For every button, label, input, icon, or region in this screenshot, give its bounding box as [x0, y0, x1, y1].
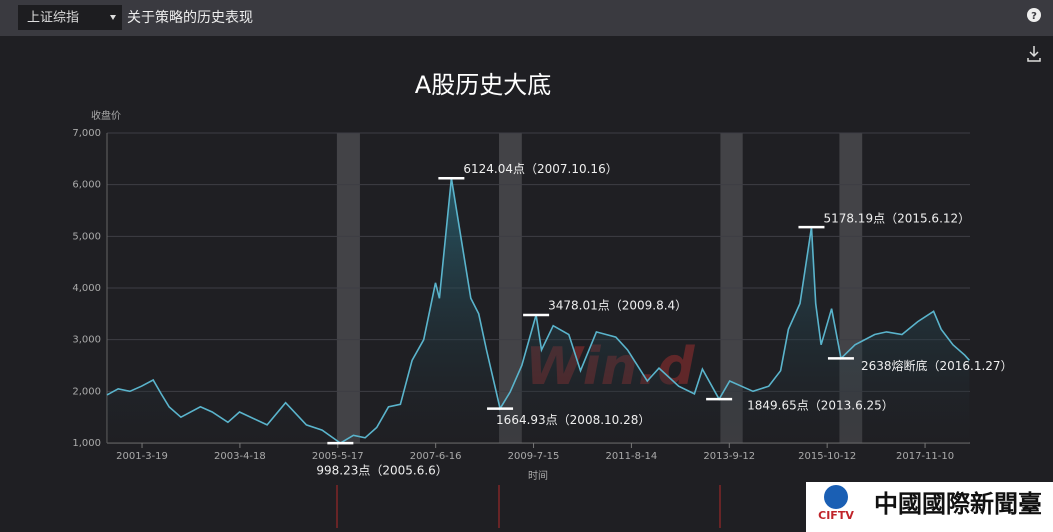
help-icon-text: ? — [1031, 11, 1037, 22]
annotation-label: 2638熔断底（2016.1.27） — [861, 358, 1013, 373]
y-tick-label: 6,000 — [72, 180, 101, 191]
y-tick-label: 5,000 — [72, 231, 101, 242]
chart-title: A股历史大底 — [415, 71, 551, 99]
annotation-label: 3478.01点（2009.8.4） — [548, 298, 687, 312]
x-tick-label: 2003-4-18 — [214, 451, 266, 462]
annotation-label: 6124.04点（2007.10.16） — [463, 162, 617, 176]
x-tick-label: 2013-9-12 — [703, 451, 755, 462]
header-bar — [0, 0, 1053, 36]
dropdown[interactable] — [18, 5, 122, 30]
y-tick-label: 2,000 — [72, 386, 101, 397]
logo-name: 中國國際新聞臺 — [874, 490, 1042, 518]
annotation-label: 1664.93点（2008.10.28） — [496, 413, 650, 427]
navigator — [336, 485, 721, 528]
x-tick-label: 2007-6-16 — [410, 451, 462, 462]
x-tick-label: 2001-3-19 — [116, 451, 168, 462]
y-tick-label: 3,000 — [72, 335, 101, 346]
download-icon[interactable] — [1027, 46, 1041, 62]
annotation-label: 5178.19点（2015.6.12） — [823, 212, 970, 226]
x-axis-label: 时间 — [528, 469, 548, 482]
line — [106, 178, 970, 445]
x-tick-label: 2011-8-14 — [606, 451, 658, 462]
y-axis-label: 收盘价 — [91, 109, 121, 122]
annotation-label: 998.23点（2005.6.6） — [316, 464, 447, 478]
x-tick-label: 2015-10-12 — [798, 451, 856, 462]
y-tick-label: 1,000 — [72, 438, 101, 449]
logo-box — [806, 482, 1053, 532]
y-tick-label: 7,000 — [72, 128, 101, 139]
y-tick-label: 4,000 — [72, 283, 101, 294]
help-icon[interactable] — [1027, 8, 1041, 22]
annotation-label: 1849.65点（2013.6.25） — [747, 399, 894, 413]
x-tick-label: 2009-7-15 — [508, 451, 560, 462]
dropdown-arrow — [110, 15, 116, 20]
x-tick-label: 2017-11-10 — [896, 451, 954, 462]
logo-globe — [824, 485, 848, 509]
x-tick-label: 2005-5-17 — [312, 451, 364, 462]
logo-mark: CIFTV — [818, 509, 854, 522]
dropdown-label: 上证综指 — [27, 11, 79, 26]
header-title: 关于策略的历史表现 — [127, 9, 253, 26]
